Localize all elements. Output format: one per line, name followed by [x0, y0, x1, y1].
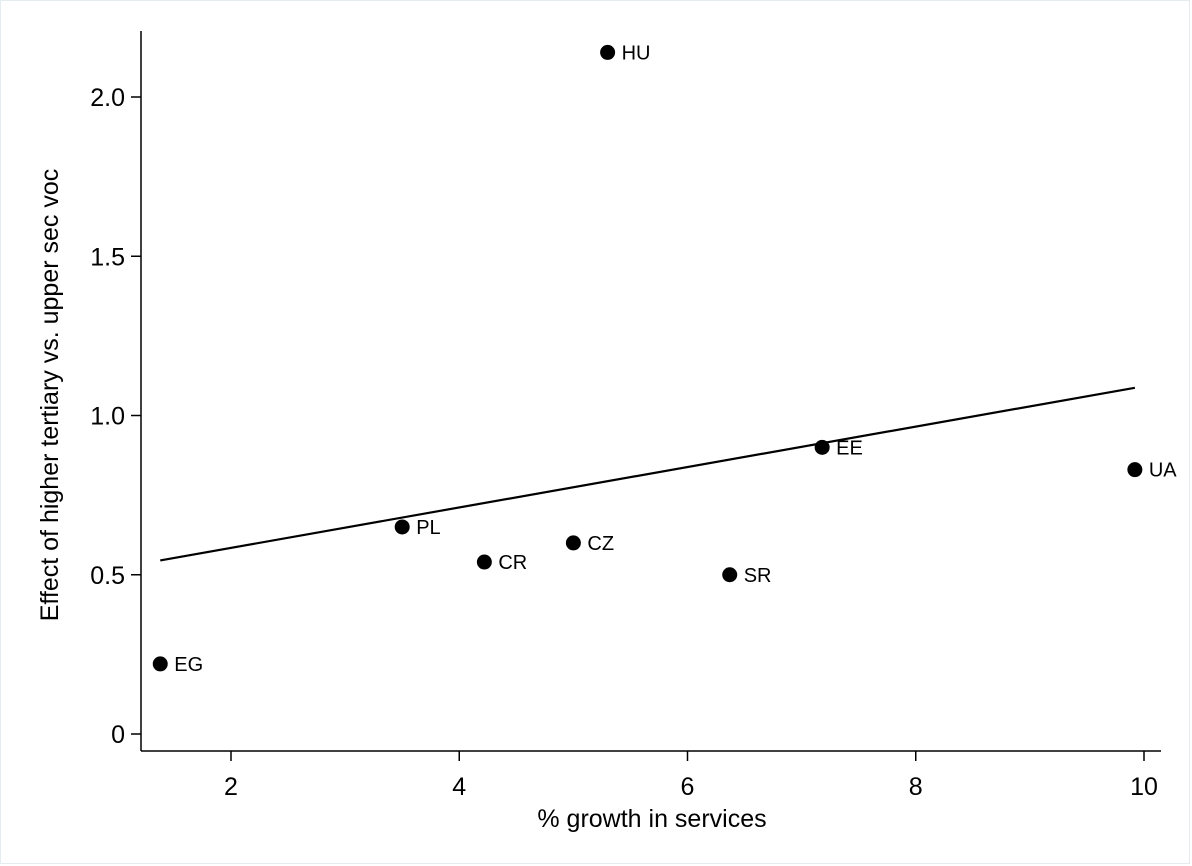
y-tick-label: 1.0 [90, 403, 125, 431]
data-point-eg [152, 656, 168, 672]
point-label-cz: CZ [587, 533, 614, 555]
axes [140, 31, 1161, 752]
y-ticks: 0 0.5 1.0 1.5 2.0 [90, 84, 141, 749]
y-tick-label: 0 [111, 721, 125, 749]
point-label-ee: EE [836, 437, 863, 459]
data-point-cr [476, 554, 492, 570]
data-point-ua [1127, 462, 1143, 478]
point-label-hu: HU [622, 42, 651, 64]
data-point-pl [394, 519, 410, 535]
data-point-sr [722, 567, 738, 583]
y-tick-label: 0.5 [90, 562, 125, 590]
x-ticks: 2 4 6 8 10 [224, 751, 1158, 801]
x-axis-title: % growth in services [537, 805, 766, 833]
x-tick-label: 10 [1130, 773, 1158, 801]
fit-line [160, 386, 1136, 562]
data-point-hu [600, 44, 616, 60]
data-point-ee [814, 439, 830, 455]
x-tick-label: 8 [909, 773, 923, 801]
data-points: HU EE UA PL CZ CR SR EG [152, 42, 1177, 676]
point-label-cr: CR [498, 552, 527, 574]
x-tick-label: 2 [224, 773, 238, 801]
x-tick-label: 6 [681, 773, 695, 801]
y-axis-title: Effect of higher tertiary vs. upper sec … [36, 169, 64, 622]
point-label-pl: PL [416, 517, 440, 539]
point-label-sr: SR [744, 565, 772, 587]
point-label-eg: EG [174, 654, 203, 676]
y-tick-label: 2.0 [90, 84, 125, 112]
y-tick-label: 1.5 [90, 243, 125, 271]
x-tick-label: 4 [452, 773, 466, 801]
point-label-ua: UA [1149, 460, 1177, 482]
data-point-cz [565, 535, 581, 551]
